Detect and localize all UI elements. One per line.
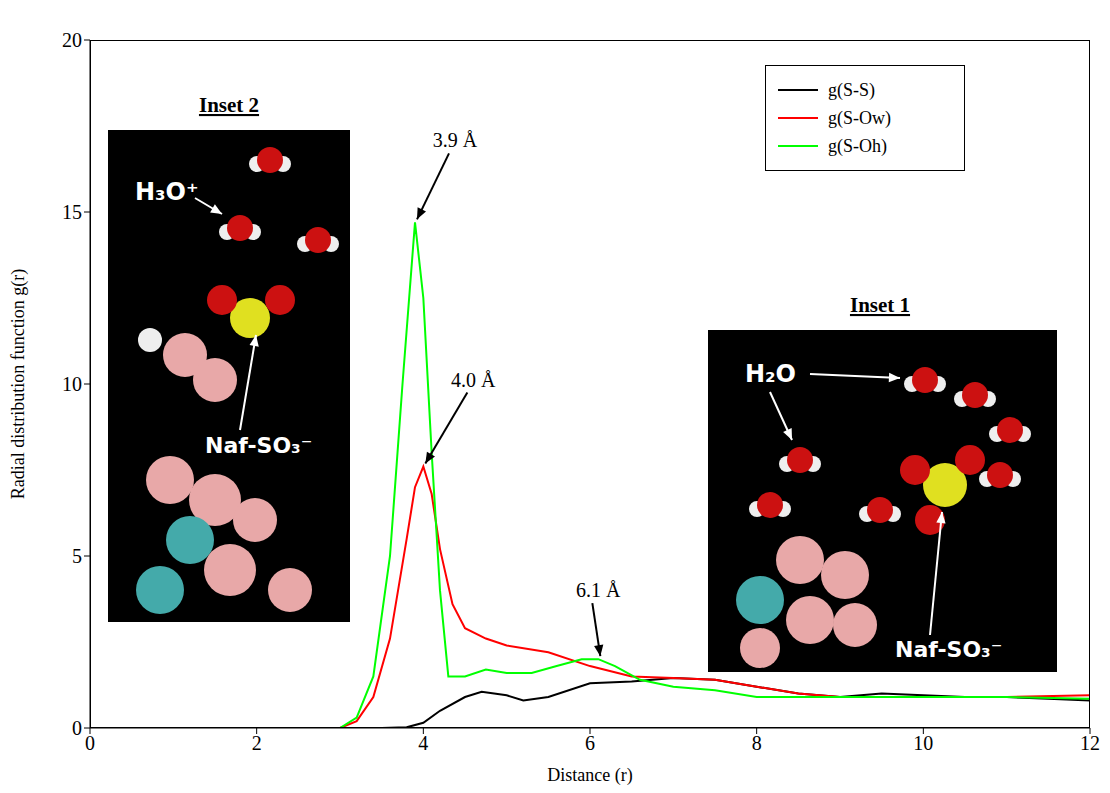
svg-text:10: 10 — [62, 373, 82, 395]
svg-text:Inset 2: Inset 2 — [199, 93, 259, 117]
svg-text:12: 12 — [1080, 732, 1100, 754]
html-text:g(S-S): g(S-S) — [828, 79, 875, 100]
html-text:g(S-Oh): g(S-Oh) — [828, 135, 887, 156]
svg-text:10: 10 — [913, 732, 933, 754]
svg-text:4.0 Å: 4.0 Å — [451, 369, 496, 391]
svg-text:8: 8 — [752, 732, 762, 754]
svg-text:Distance (r): Distance (r) — [547, 765, 632, 786]
svg-text:H₃O⁺: H₃O⁺ — [135, 178, 199, 206]
svg-text:Naf-SO₃⁻: Naf-SO₃⁻ — [895, 637, 1002, 662]
svg-text:H₂O: H₂O — [745, 360, 796, 388]
svg-text:5: 5 — [72, 545, 82, 567]
svg-text:4: 4 — [418, 732, 428, 754]
svg-text:6.1 Å: 6.1 Å — [576, 579, 621, 601]
svg-text:6: 6 — [585, 732, 595, 754]
svg-text:3.9 Å: 3.9 Å — [433, 129, 478, 151]
svg-text:Naf-SO₃⁻: Naf-SO₃⁻ — [205, 433, 312, 458]
svg-text:Radial distribution function g: Radial distribution function g(r) — [8, 269, 29, 499]
svg-text:0: 0 — [85, 732, 95, 754]
svg-text:Inset 1: Inset 1 — [850, 293, 910, 317]
html-text:g(S-Ow): g(S-Ow) — [828, 107, 891, 128]
svg-text:0: 0 — [72, 717, 82, 739]
svg-text:2: 2 — [252, 732, 262, 754]
svg-text:20: 20 — [62, 29, 82, 51]
svg-text:15: 15 — [62, 201, 82, 223]
